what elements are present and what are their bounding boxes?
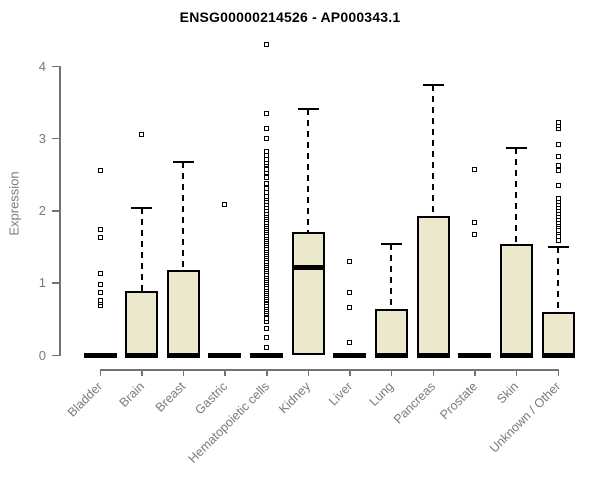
whisker-cap <box>422 83 444 86</box>
y-tick <box>52 354 59 356</box>
median-line <box>208 352 242 358</box>
y-axis-line <box>59 66 61 356</box>
median-line <box>416 352 450 358</box>
x-tick <box>390 369 393 376</box>
outlier-point <box>264 181 270 187</box>
whisker-cap <box>547 245 569 248</box>
outlier-point <box>555 153 561 159</box>
outlier-point <box>264 136 270 142</box>
median-line <box>374 352 408 358</box>
y-tick-label: 2 <box>38 203 46 218</box>
whisker-line <box>390 244 393 310</box>
whisker-cap <box>380 243 402 246</box>
outlier-point <box>264 111 270 117</box>
outlier-point <box>264 153 270 159</box>
x-tick <box>99 369 101 376</box>
outlier-point <box>555 238 561 244</box>
outlier-point <box>264 185 270 191</box>
outlier-point <box>139 132 145 138</box>
outlier-point <box>264 148 270 154</box>
median-line <box>499 352 533 358</box>
outlier-point <box>555 168 561 174</box>
outlier-point <box>555 119 561 125</box>
box-body <box>416 216 450 355</box>
box-body <box>166 269 200 355</box>
outlier-point <box>347 340 353 346</box>
outlier-point <box>472 166 478 172</box>
whisker-cap <box>172 161 194 164</box>
box-body <box>499 244 533 355</box>
outlier-point <box>347 290 353 296</box>
whisker-cap <box>131 206 153 209</box>
outlier-point <box>555 196 561 202</box>
x-tick <box>266 369 268 376</box>
x-tick <box>307 369 310 376</box>
outlier-point <box>222 202 228 208</box>
outlier-point <box>264 166 270 172</box>
outlier-point <box>97 297 103 303</box>
outlier-point <box>97 290 103 296</box>
x-tick <box>432 369 435 376</box>
median-line <box>125 352 159 358</box>
median-line <box>333 352 367 358</box>
outlier-point <box>347 258 353 264</box>
outlier-point <box>264 126 270 132</box>
x-tick <box>141 369 143 376</box>
outlier-point <box>347 304 353 310</box>
box-body <box>125 291 159 355</box>
y-tick <box>52 65 59 67</box>
outlier-point <box>97 282 103 288</box>
outlier-point <box>264 189 270 195</box>
outlier-point <box>97 234 103 240</box>
x-tick <box>557 369 560 376</box>
x-tick <box>474 369 476 376</box>
outlier-point <box>264 345 270 351</box>
whisker-line <box>557 246 560 312</box>
y-tick <box>52 137 59 140</box>
x-tick <box>182 369 185 376</box>
y-tick-label: 3 <box>38 130 46 146</box>
x-tick <box>349 369 351 376</box>
chart-title: ENSG00000214526 - AP000343.1 <box>179 9 401 25</box>
outlier-point <box>97 168 103 174</box>
box-body <box>541 311 575 355</box>
outlier-point <box>472 231 478 237</box>
outlier-point <box>264 315 270 321</box>
box-body <box>291 232 325 355</box>
outlier-point <box>472 220 478 226</box>
whisker-line <box>432 84 435 217</box>
median-line <box>166 352 200 358</box>
whisker-line <box>182 162 185 270</box>
median-line <box>291 265 325 271</box>
whisker-line <box>307 109 310 233</box>
median-line <box>83 352 117 358</box>
median-line <box>458 352 492 358</box>
median-line <box>250 352 284 358</box>
box-body <box>374 309 408 355</box>
y-tick-label: 4 <box>38 58 46 74</box>
outlier-point <box>555 183 561 189</box>
median-line <box>541 352 575 358</box>
outlier-point <box>264 325 270 331</box>
outlier-point <box>97 270 103 276</box>
whisker-line <box>140 207 143 292</box>
outlier-point <box>264 174 270 180</box>
y-tick-label: 1 <box>38 275 46 291</box>
whisker-cap <box>297 108 319 111</box>
y-tick <box>52 210 59 212</box>
x-tick <box>224 369 226 376</box>
x-tick <box>515 369 518 376</box>
y-tick-label: 0 <box>38 347 46 363</box>
outlier-point <box>264 41 270 47</box>
x-axis-line <box>100 369 560 371</box>
whisker-line <box>515 148 518 245</box>
outlier-point <box>555 163 561 169</box>
outlier-point <box>264 335 270 341</box>
outlier-point <box>97 226 103 232</box>
outlier-point <box>555 141 561 147</box>
whisker-cap <box>505 147 527 150</box>
y-tick <box>52 282 59 284</box>
